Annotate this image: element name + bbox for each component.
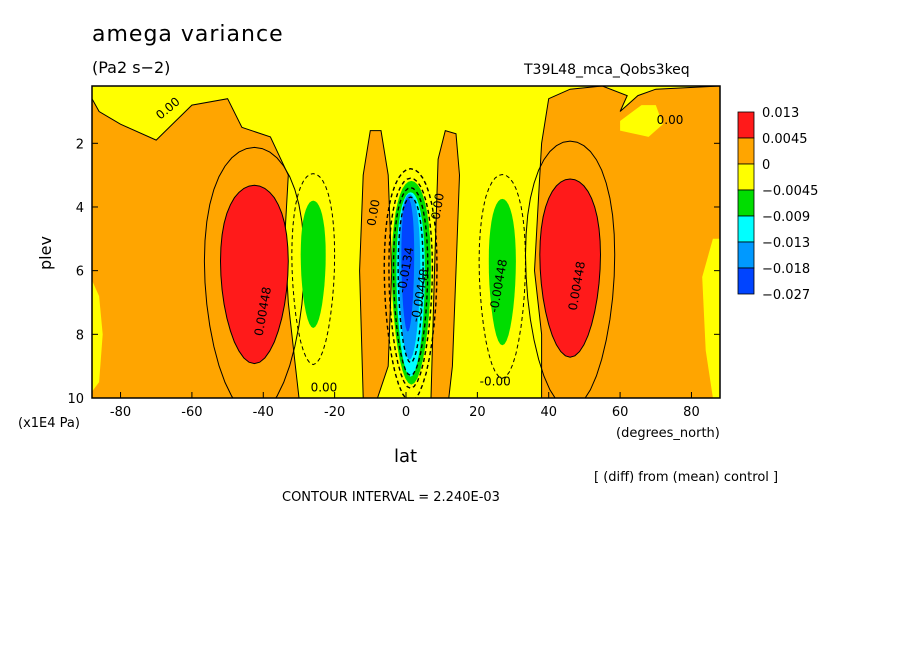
x-tick-label: -80 xyxy=(110,405,131,420)
x-tick-label: 40 xyxy=(540,405,557,420)
fill-green-south xyxy=(300,200,326,328)
fill-yellow-east xyxy=(702,238,720,398)
fill-red-south xyxy=(219,184,289,365)
contour-green-south-dash xyxy=(291,173,336,366)
legend-swatch xyxy=(737,241,755,269)
y-tick-label: 10 xyxy=(67,392,84,407)
legend-label: −0.013 xyxy=(762,236,810,251)
legend-swatch xyxy=(737,215,755,243)
legend-label: −0.027 xyxy=(762,288,810,303)
contour-label: 0.00 xyxy=(657,113,684,127)
contour-south-outer xyxy=(203,146,305,398)
legend-label: 0.013 xyxy=(762,106,799,121)
y-tick-label: 8 xyxy=(76,328,84,343)
legend-swatch xyxy=(737,189,755,217)
legend-swatch xyxy=(737,137,755,165)
y-axis-units: (x1E4 Pa) xyxy=(18,416,80,431)
contour-center-dash-1 xyxy=(392,186,429,377)
fill-green-north xyxy=(488,198,516,346)
fill-yellow-west xyxy=(92,280,103,392)
legend-swatch xyxy=(737,163,755,191)
legend-swatch xyxy=(737,111,755,139)
x-tick-label: -20 xyxy=(324,405,345,420)
contour-fills: 0.00 0.000.00 -0.000.00 0.000.00448 -0.00448… xyxy=(92,86,720,398)
x-axis-units: (degrees_north) xyxy=(616,426,720,441)
x-tick-label: 60 xyxy=(612,405,629,420)
fill-blue-center xyxy=(401,197,415,332)
contour-north-outer xyxy=(524,140,616,398)
chart-units: (Pa2 s−2) xyxy=(92,58,171,77)
contour-interval: CONTOUR INTERVAL = 2.240E-03 xyxy=(282,490,500,505)
legend-label: 0.0045 xyxy=(762,132,808,147)
legend-label: −0.0045 xyxy=(762,184,818,199)
run-id: T39L48_mca_Qobs3keq xyxy=(524,62,690,78)
contour-label: -0.00 xyxy=(480,374,511,388)
legend-label: −0.009 xyxy=(762,210,810,225)
x-tick-label: 20 xyxy=(469,405,486,420)
y-axis-label: plev xyxy=(36,236,55,270)
legend-swatch xyxy=(737,267,755,295)
y-tick-label: 2 xyxy=(76,137,84,152)
x-tick-label: 80 xyxy=(683,405,700,420)
legend-label: 0 xyxy=(762,158,770,173)
x-tick-label: 0 xyxy=(402,405,410,420)
fill-red-north xyxy=(539,178,602,358)
contour-label: 0.00 xyxy=(311,381,338,395)
contour-label: 0.00 xyxy=(429,192,447,221)
contour-label: 0.00 xyxy=(364,198,382,227)
x-axis-label: lat xyxy=(394,446,418,467)
contour-green-north-dash xyxy=(478,173,527,379)
y-tick-label: 6 xyxy=(76,265,84,280)
chart-title: amega variance xyxy=(92,22,284,47)
fill-yellow-north xyxy=(620,105,663,137)
contour-center-dash-3 xyxy=(383,167,438,398)
y-tick-label: 4 xyxy=(76,201,84,216)
fill-orange-center-east xyxy=(430,129,461,398)
fill-orange-center-west xyxy=(359,130,393,398)
diff-note: [ (diff) from (mean) control ] xyxy=(594,470,779,485)
x-tick-label: -40 xyxy=(253,405,274,420)
legend-label: −0.018 xyxy=(762,262,810,277)
x-tick-label: -60 xyxy=(181,405,202,420)
